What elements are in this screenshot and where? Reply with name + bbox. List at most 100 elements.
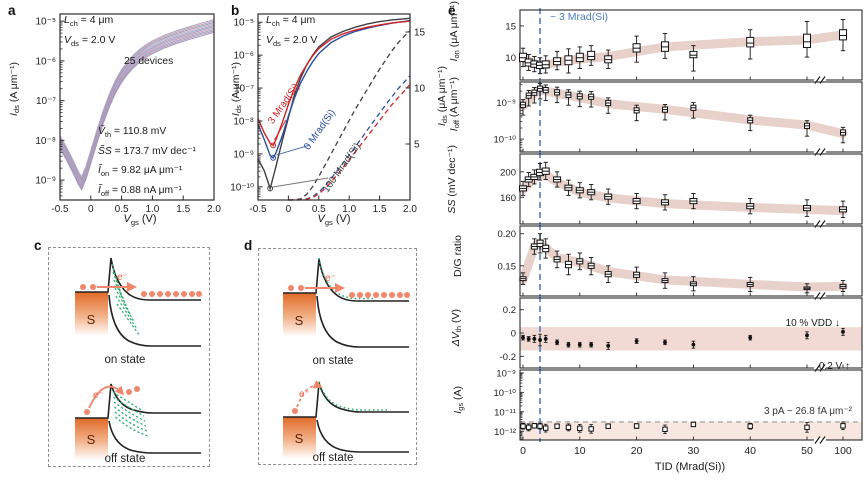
svg-text:10⁻¹¹: 10⁻¹¹ [494,407,516,418]
data-point [537,423,543,429]
minimum-marker [267,185,274,192]
svg-text:200: 200 [500,167,516,178]
svg-text:5: 5 [414,140,420,151]
svg-text:50: 50 [801,445,813,457]
device-curves [59,19,215,191]
panel-e-ylabel-ioff: Ioff (A μm⁻¹) [448,77,462,132]
panel-a-stats: Ṽth = 110.8 mV S̃S = 173.7 mV dec⁻¹ Ĩon … [98,126,196,198]
subplot-Ion: 10 15 [505,8,863,84]
panel-e-label: e [448,3,456,18]
svg-text:1.0: 1.0 [145,204,159,215]
data-point [691,342,696,347]
panel-b-xlabel: Vgs (V) [317,213,351,228]
panel-e-vdd-note: 10 % VDD ↓ [785,318,840,329]
electron-dot [84,409,90,415]
source-label: S [87,432,96,447]
data-point [565,424,572,431]
panel-a-lch: Lch = 4 μm [64,14,114,29]
data-point [634,339,639,344]
svg-text:10⁻⁸: 10⁻⁸ [35,136,56,147]
svg-text:10⁻⁵: 10⁻⁵ [35,17,56,28]
svg-text:10⁻⁹: 10⁻⁹ [233,149,254,160]
panel-b-plot: -0.5 0 0.5 1.0 1.5 2.0 10⁻⁵ 10⁻⁶ 10⁻⁷ 10⁻⁸ 10⁻⁹ 10⁻… [230,13,426,215]
trap-states-hatch [112,391,149,437]
panel-e-v02-note: 0,2 V ↑ [818,361,850,372]
panel-e-dose-annotation: ~ 3 Mrad(Si) [550,11,609,23]
panel-b-vds: Vds = 2.0 V [266,34,318,49]
svg-text:10: 10 [414,84,426,95]
off-state-label: off state [313,452,354,464]
trap-states-hatch [111,263,141,337]
data-point [589,342,594,347]
svg-text:10⁻¹⁰: 10⁻¹⁰ [493,388,516,399]
panel-a-vds: Vds = 2.0 V [64,34,116,49]
panel-c-label: c [34,238,42,253]
data-point [532,336,537,341]
svg-text:0: 0 [511,329,516,340]
electron-dot [126,389,132,395]
data-point [804,424,810,431]
axes-frame [519,225,863,297]
svg-text:10⁻⁹: 10⁻⁹ [35,176,56,187]
data-point [805,333,809,338]
axes-frame [519,9,863,81]
conduction-band [283,258,409,302]
panel-b-ylabel-left: Ids (A μm⁻¹) [230,62,244,116]
data-point [841,329,845,334]
source-contact [75,292,108,336]
svg-text:30: 30 [688,445,700,457]
data-point [577,342,582,347]
box-plot [587,50,596,61]
panel-d-diagram: e⁻ S on state e⁻ S off state [258,248,417,465]
svg-text:1.5: 1.5 [176,204,190,215]
data-point [543,425,549,431]
source-contact [283,293,316,337]
panel-a-ylabel: Ids (A μm⁻¹) [8,62,22,116]
svg-text:0.20: 0.20 [498,229,517,240]
box-plot [746,36,755,48]
source-contact [283,417,316,459]
svg-text:15: 15 [414,28,426,39]
data-point [588,426,594,432]
data-point [748,335,753,340]
data-point [531,423,538,429]
svg-text:20: 20 [631,445,643,457]
panel-a-label: a [8,3,16,18]
data-point [555,340,559,345]
electron-label: e⁻ [93,390,104,401]
box-plot [839,29,847,41]
svg-text:2.0: 2.0 [207,204,221,215]
svg-text:1.5: 1.5 [373,204,387,215]
data-point [554,423,560,429]
svg-text:10: 10 [505,53,516,64]
data-point [606,343,611,348]
subplot-Igs: 10⁻⁹ 10⁻¹⁰ 10⁻¹¹ 10⁻¹² [493,368,863,444]
svg-text:10⁻⁹: 10⁻⁹ [496,98,516,109]
valence-band [108,294,201,347]
source-contact [75,418,108,460]
data-point [525,424,532,431]
axes-frame [257,13,411,201]
trend-band [518,169,848,216]
subplot-SS: 160 200 [500,152,863,228]
svg-text:10⁻⁵: 10⁻⁵ [233,18,254,29]
data-point [633,423,640,429]
svg-text:10⁻¹⁰: 10⁻¹⁰ [230,182,254,193]
svg-text:1.0: 1.0 [342,204,356,215]
svg-text:40: 40 [744,445,756,457]
svg-text:-0.5: -0.5 [51,204,69,215]
emission-arrow [88,385,125,409]
svg-text:100: 100 [834,445,852,457]
box-plot [689,50,698,59]
svg-text:15: 15 [505,21,516,32]
electron-dots [288,285,410,298]
tolerance-band [520,327,862,351]
subplot-Ioff: 10⁻⁹ 10⁻¹⁰ [493,80,863,156]
valence-band [316,295,409,348]
svg-text:10⁻⁹: 10⁻⁹ [496,368,516,379]
svg-text:10⁻⁶: 10⁻⁶ [35,56,56,67]
panel-e-ylabel-igs: Igs (A) [452,386,466,414]
panel-e-plot: 101510⁻⁹10⁻¹⁰1602000.150.20-0.200.210⁻⁹1… [493,8,863,457]
panel-b-lch: Lch = 4 μm [266,14,316,29]
